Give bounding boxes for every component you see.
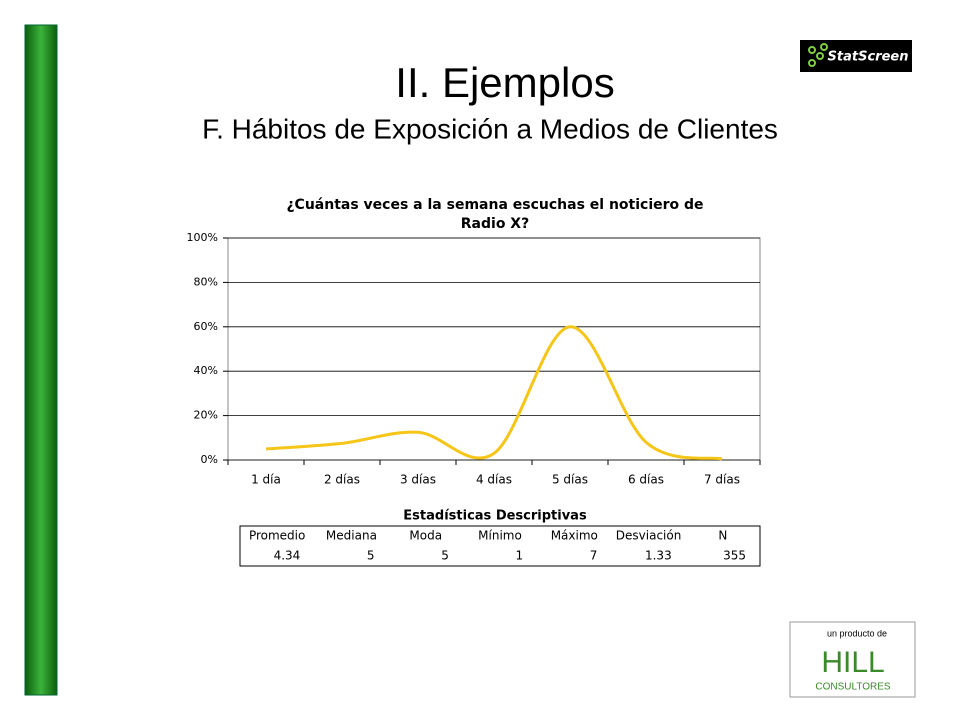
x-tick-label: 1 día <box>251 473 281 487</box>
footer-box <box>789 621 916 698</box>
y-tick-label: 0% <box>201 453 218 466</box>
footer-brand-sub: CONSULTORES <box>815 682 891 693</box>
logo-icon <box>808 43 828 67</box>
logo-box <box>800 40 912 72</box>
table-header: Máximo <box>551 529 598 543</box>
footer-brand: HILL <box>821 646 884 679</box>
table-value: 7 <box>590 549 598 563</box>
table-header: N <box>718 529 727 543</box>
y-tick-label: 80% <box>194 275 218 288</box>
footer-caption: un producto de <box>827 628 887 638</box>
slide-title: II. Ejemplos <box>395 59 614 106</box>
y-tick-label: 60% <box>194 320 218 333</box>
data-line <box>265 325 723 461</box>
table-title: Estadísticas Descriptivas <box>403 509 587 524</box>
side-bar <box>24 24 58 696</box>
x-tick-label: 5 días <box>552 473 588 487</box>
table-header: Mediana <box>326 529 377 543</box>
chart-title: ¿Cuántas veces a la semana escuchas el n… <box>286 197 703 232</box>
x-tick-label: 2 días <box>324 473 360 487</box>
x-tick-label: 6 días <box>628 473 664 487</box>
table-value: 1 <box>516 549 524 563</box>
x-tick-label: 3 días <box>400 473 436 487</box>
slide-subtitle: F. Hábitos de Exposición a Medios de Cli… <box>202 113 778 144</box>
x-tick-label: 7 días <box>704 473 740 487</box>
stats-table <box>239 525 761 567</box>
table-value: 4.34 <box>274 549 301 563</box>
table-value: 1.33 <box>645 549 672 563</box>
table-header: Moda <box>409 529 442 543</box>
table-value: 5 <box>441 549 449 563</box>
y-tick-label: 40% <box>194 364 218 377</box>
table-value: 355 <box>723 549 746 563</box>
plot-area <box>227 237 761 461</box>
table-value: 5 <box>367 549 375 563</box>
y-tick-label: 20% <box>194 409 218 422</box>
y-tick-label: 100% <box>187 231 218 244</box>
x-tick-label: 4 días <box>476 473 512 487</box>
logo-text: StatScreen <box>828 50 909 65</box>
table-header: Mínimo <box>478 529 522 543</box>
table-header: Desviación <box>616 529 682 543</box>
table-header: Promedio <box>249 529 305 543</box>
